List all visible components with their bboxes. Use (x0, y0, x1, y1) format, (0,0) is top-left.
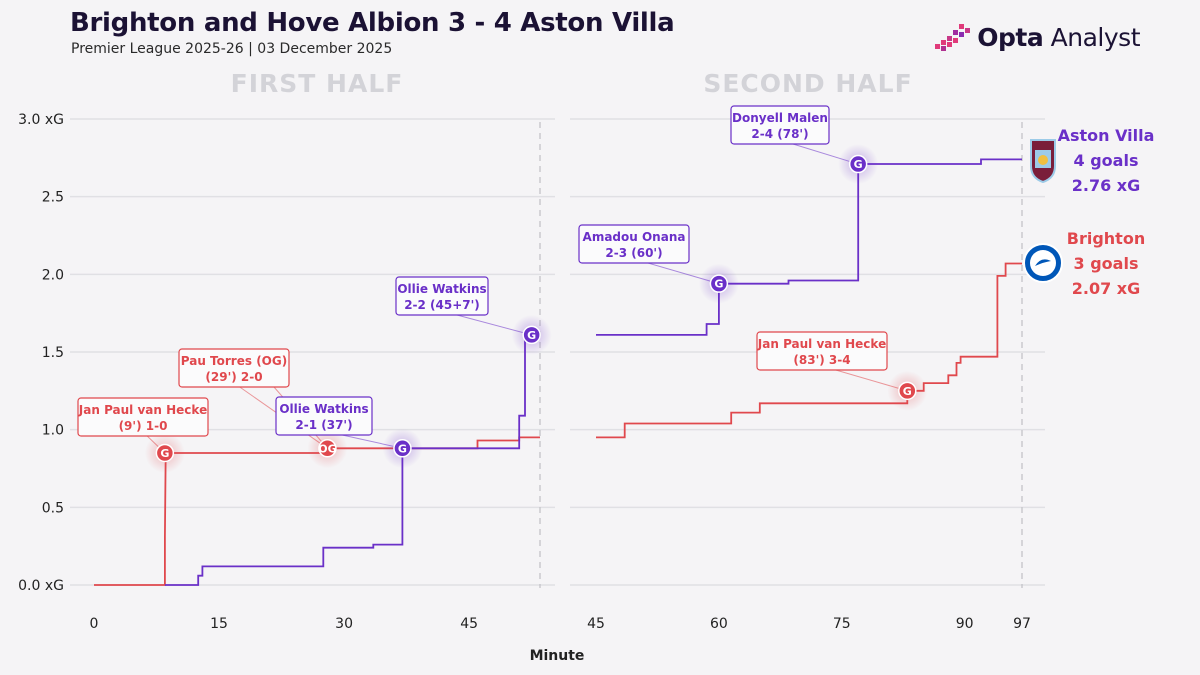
legend-goals: 3 goals (1074, 254, 1139, 273)
brighton-gull (1035, 259, 1051, 266)
goal-annotation-scorer: Amadou Onana (583, 230, 686, 244)
goal-marker-label: G (160, 447, 169, 460)
goal-annotation-box (275, 396, 373, 436)
x-tick-label: 97 (1013, 616, 1031, 632)
goal-marker (522, 325, 541, 345)
goal-markers-layer: G OG G G G G G (144, 144, 928, 473)
goal-annotation-box (756, 331, 888, 371)
goal-marker-label: G (903, 385, 912, 398)
goal-annotation-scorer: Ollie Watkins (397, 282, 486, 296)
x-tick-label: 0 (90, 616, 99, 632)
goal-annotation-score: 2-4 (78') (751, 127, 808, 141)
goal-marker (393, 439, 412, 458)
opta-analyst-logo-icon (935, 24, 971, 51)
goal-annotation-scorer: Donyell Malen (732, 111, 828, 125)
legend-team-name: Brighton (1067, 229, 1145, 248)
goal-marker-label: G (714, 278, 723, 291)
goal-annotation-score: 2-1 (37') (295, 418, 352, 432)
goal-annotation-score: 2-3 (60') (605, 246, 662, 260)
y-tick-label: 3.0 xG (18, 112, 64, 128)
goal-annotation-score: (29') 2-0 (205, 370, 262, 384)
goal-annotation-score: (9') 1-0 (119, 419, 168, 433)
legend-xg: 2.76 xG (1072, 176, 1141, 195)
goal-annotation-box (730, 105, 830, 145)
y-tick-label: 0.5 (42, 500, 64, 516)
goal-marker-label: OG (318, 442, 336, 455)
goal-annotation-box (578, 224, 690, 264)
legend-goals: 4 goals (1074, 151, 1139, 170)
goal-annotation-scorer: Pau Torres (OG) (181, 354, 287, 368)
x-tick-label: 30 (335, 616, 353, 632)
y-tick-label: 2.5 (42, 190, 64, 206)
x-axis-label: Minute (530, 648, 585, 664)
panel-title: FIRST HALF (231, 69, 404, 98)
x-tick-label: 15 (210, 616, 228, 632)
goal-annotation-box (178, 348, 290, 388)
goal-annotation-scorer: Jan Paul van Hecke (757, 337, 886, 351)
brighton-crest-icon (1023, 243, 1063, 283)
x-tick-label: 45 (460, 616, 478, 632)
series-line-aston-villa (164, 333, 540, 586)
goal-marker (318, 439, 337, 458)
y-tick-label: 2.0 (42, 267, 64, 283)
brand-name-bold: Opta (977, 22, 1044, 52)
y-tick-label: 1.5 (42, 345, 64, 361)
x-tick-label: 90 (956, 616, 974, 632)
goal-annotation-box (77, 397, 209, 437)
series-line-aston-villa (596, 158, 1022, 336)
y-tick-label: 1.0 (42, 423, 64, 439)
chart-title: Brighton and Hove Albion 3 - 4 Aston Vil… (70, 8, 675, 38)
opta-analyst-brand: Opta Analyst (935, 22, 1140, 52)
annotations-layer: Jan Paul van Hecke (9') 1-0 Pau Torres (OG… (77, 105, 888, 437)
villa-lion (1038, 155, 1048, 165)
aston-villa-crest-icon (1030, 139, 1056, 184)
goal-marker-label: G (398, 442, 407, 455)
goal-annotation-scorer: Ollie Watkins (279, 402, 368, 416)
legend-xg: 2.07 xG (1072, 279, 1141, 298)
goal-marker (898, 381, 917, 401)
x-tick-label: 45 (587, 616, 605, 632)
goal-marker-label: G (527, 329, 536, 342)
goal-annotation-score: (83') 3-4 (793, 353, 850, 367)
team-legend-layer: Brighton 3 goals 2.07 xG Aston Villa 4 goals… (1023, 126, 1155, 298)
series-line-brighton (596, 262, 1022, 439)
brand-name-light: Analyst (1043, 22, 1141, 52)
legend-team-name: Aston Villa (1058, 126, 1155, 145)
brighton-inner (1030, 250, 1056, 276)
goal-annotation-score: 2-2 (45+7') (404, 298, 480, 312)
grid-layer: FIRST HALF 0 15 30 45 SECOND HALF 45 60 75 90 97 0.… (18, 69, 1045, 664)
goal-annotation-box (395, 276, 489, 316)
goal-marker-label: G (854, 158, 863, 171)
x-tick-label: 75 (833, 616, 851, 632)
goal-marker (155, 443, 175, 463)
chart-subtitle: Premier League 2025-26 | 03 December 202… (71, 41, 393, 57)
y-tick-label: 0.0 xG (18, 578, 64, 594)
goal-marker (709, 274, 729, 293)
x-tick-label: 60 (710, 616, 728, 632)
panel-title: SECOND HALF (703, 69, 912, 98)
goal-annotation-scorer: Jan Paul van Hecke (78, 403, 207, 417)
brand-name: Opta Analyst (977, 23, 1140, 52)
goal-marker (848, 154, 868, 174)
